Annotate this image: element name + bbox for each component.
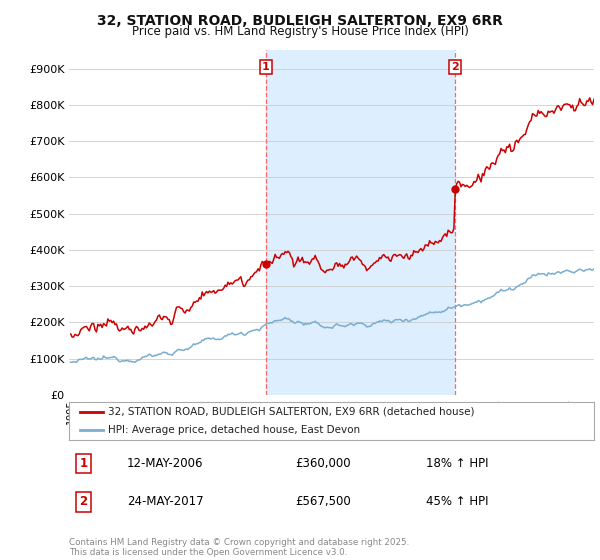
Text: 32, STATION ROAD, BUDLEIGH SALTERTON, EX9 6RR: 32, STATION ROAD, BUDLEIGH SALTERTON, EX…	[97, 14, 503, 28]
Text: 45% ↑ HPI: 45% ↑ HPI	[426, 496, 488, 508]
Text: HPI: Average price, detached house, East Devon: HPI: Average price, detached house, East…	[109, 425, 361, 435]
Text: £567,500: £567,500	[295, 496, 350, 508]
Bar	[266, 50, 455, 395]
Text: 2: 2	[79, 496, 88, 508]
Text: 12-MAY-2006: 12-MAY-2006	[127, 457, 203, 470]
Text: 1: 1	[79, 457, 88, 470]
Text: 1: 1	[262, 63, 269, 72]
Text: Price paid vs. HM Land Registry's House Price Index (HPI): Price paid vs. HM Land Registry's House …	[131, 25, 469, 38]
Text: Contains HM Land Registry data © Crown copyright and database right 2025.
This d: Contains HM Land Registry data © Crown c…	[69, 538, 409, 557]
Text: 32, STATION ROAD, BUDLEIGH SALTERTON, EX9 6RR (detached house): 32, STATION ROAD, BUDLEIGH SALTERTON, EX…	[109, 407, 475, 417]
Text: 24-MAY-2017: 24-MAY-2017	[127, 496, 203, 508]
Text: 2: 2	[451, 63, 459, 72]
Text: £360,000: £360,000	[295, 457, 350, 470]
Text: 18% ↑ HPI: 18% ↑ HPI	[426, 457, 488, 470]
